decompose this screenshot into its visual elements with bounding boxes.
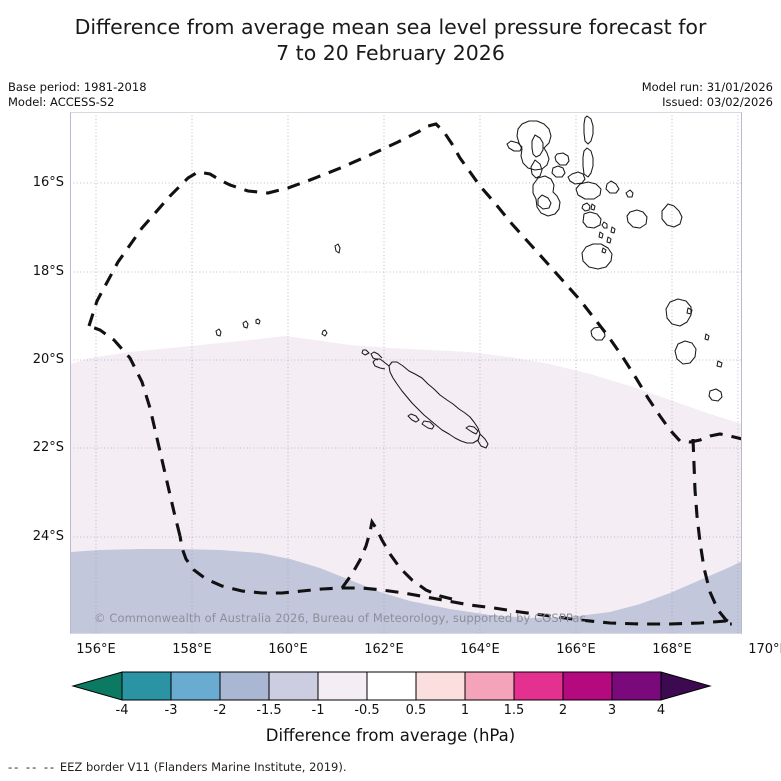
ctick-4: 4 xyxy=(656,703,666,718)
ctick-1: 1 xyxy=(460,703,470,718)
ctick--4: -4 xyxy=(115,703,129,718)
metadata-right: Model run: 31/01/2026 Issued: 03/02/2026 xyxy=(642,80,773,110)
ctick-1_5: 1.5 xyxy=(503,703,525,718)
colorbar xyxy=(0,668,781,710)
xtick-168E: 168°E xyxy=(652,642,692,657)
ytick-18S: 18°S xyxy=(32,264,64,279)
colorbar-arrow-right xyxy=(660,671,712,701)
model-text: Model: ACCESS-S2 xyxy=(8,95,115,109)
contour-band-negative xyxy=(70,549,742,634)
eez-footnote: -- -- -- EEZ border V11 (Flanders Marine… xyxy=(8,760,347,774)
map-plot-area xyxy=(70,112,742,634)
xtick-164E: 164°E xyxy=(460,642,500,657)
xtick-170E: 170°E xyxy=(748,642,781,657)
ctick--2: -2 xyxy=(213,703,227,718)
ctick-2: 2 xyxy=(558,703,568,718)
latitude-axis-labels: 16°S 18°S 20°S 22°S 24°S xyxy=(0,112,64,634)
xtick-158E: 158°E xyxy=(172,642,212,657)
colorbar-band-2 xyxy=(219,671,270,701)
longitude-axis-labels: 156°E 158°E 160°E 162°E 164°E 166°E 168°… xyxy=(0,642,781,664)
colorbar-title: Difference from average (hPa) xyxy=(265,726,516,745)
ytick-24S: 24°S xyxy=(32,529,64,544)
metadata-left: Base period: 1981-2018 Model: ACCESS-S2 xyxy=(8,80,147,110)
ytick-16S: 16°S xyxy=(32,175,64,190)
colorbar-band-3 xyxy=(268,671,319,701)
colorbar-band-9 xyxy=(562,671,613,701)
ctick--0_5: -0.5 xyxy=(354,703,380,718)
colorbar-band-7 xyxy=(464,671,515,701)
title-line-2: 7 to 20 February 2026 xyxy=(276,41,505,65)
coastline-vanuatu xyxy=(516,115,723,402)
colorbar-band-0 xyxy=(121,671,172,701)
coastline-loyalty-islands xyxy=(215,134,683,341)
dash-legend-icon: -- -- -- xyxy=(8,760,57,774)
model-run-text: Model run: 31/01/2026 xyxy=(641,80,773,94)
colorbar-band-5 xyxy=(366,671,417,701)
footnote-text: EEZ border V11 (Flanders Marine Institut… xyxy=(59,760,347,774)
ctick-0_5: 0.5 xyxy=(405,703,427,718)
colorbar-bands xyxy=(71,671,712,701)
coastline-new-caledonia xyxy=(361,349,489,449)
ctick--1: -1 xyxy=(311,703,325,718)
ctick-3: 3 xyxy=(607,703,617,718)
ctick--1_5: -1.5 xyxy=(256,703,282,718)
xtick-166E: 166°E xyxy=(556,642,596,657)
ytick-22S: 22°S xyxy=(32,440,64,455)
colorbar-band-4 xyxy=(317,671,368,701)
colorbar-band-8 xyxy=(513,671,564,701)
ctick--3: -3 xyxy=(164,703,178,718)
colorbar-band-1 xyxy=(170,671,221,701)
issued-text: Issued: 03/02/2026 xyxy=(662,95,773,109)
page-title: Difference from average mean sea level p… xyxy=(0,14,781,66)
colorbar-band-10 xyxy=(611,671,662,701)
xtick-162E: 162°E xyxy=(364,642,404,657)
colorbar-ticks: -4 -3 -2 -1.5 -1 -0.5 0.5 1 1.5 2 3 4 xyxy=(0,703,781,721)
xtick-160E: 160°E xyxy=(268,642,308,657)
base-period-text: Base period: 1981-2018 xyxy=(8,80,147,94)
eez-border-line xyxy=(87,122,742,626)
colorbar-arrow-left xyxy=(71,671,123,701)
ytick-20S: 20°S xyxy=(32,352,64,367)
title-line-1: Difference from average mean sea level p… xyxy=(74,15,707,39)
copyright-text: © Commonwealth of Australia 2026, Bureau… xyxy=(94,611,586,625)
colorbar-band-6 xyxy=(415,671,466,701)
xtick-156E: 156°E xyxy=(76,642,116,657)
